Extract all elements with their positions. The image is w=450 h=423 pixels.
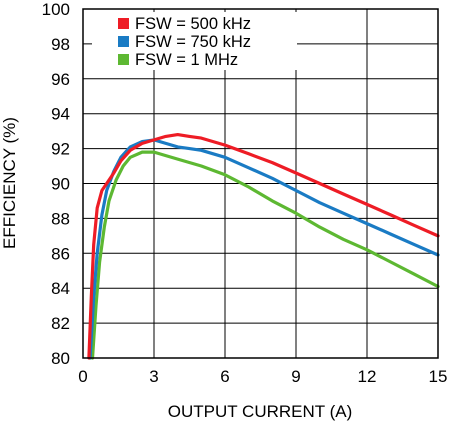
legend-label: FSW = 1 MHz <box>135 51 238 69</box>
series-line <box>87 133 440 360</box>
y-tick-label: 86 <box>51 244 70 263</box>
y-axis-title: EFFICIENCY (%) <box>0 117 19 249</box>
plot-frame <box>82 8 439 359</box>
y-tick-labels: 80 82 84 86 88 90 92 94 96 98 100 <box>42 0 70 368</box>
legend-label: FSW = 500 kHz <box>135 15 251 33</box>
y-tick-label: 90 <box>51 175 70 194</box>
series-line <box>90 150 440 360</box>
x-tick-label: 0 <box>78 367 87 386</box>
y-tick-label: 96 <box>51 70 70 89</box>
x-axis-title: OUTPUT CURRENT (A) <box>168 402 353 421</box>
y-tick-label: 100 <box>42 0 70 19</box>
x-tick-label: 12 <box>358 367 377 386</box>
series-line <box>88 138 440 360</box>
series-lines <box>87 133 440 360</box>
legend-swatch <box>118 18 129 29</box>
y-tick-label: 84 <box>51 279 70 298</box>
legend-label: FSW = 750 kHz <box>135 33 251 51</box>
x-tick-label: 15 <box>429 367 448 386</box>
x-tick-label: 6 <box>220 367 229 386</box>
x-tick-labels: 0 3 6 9 12 15 <box>78 367 447 386</box>
x-tick-label: 9 <box>291 367 300 386</box>
y-tick-label: 80 <box>51 349 70 368</box>
y-tick-label: 92 <box>51 140 70 159</box>
legend-swatch <box>118 54 129 65</box>
x-tick-label: 3 <box>149 367 158 386</box>
y-tick-label: 94 <box>51 105 70 124</box>
legend-swatch <box>118 36 129 47</box>
y-tick-label: 88 <box>51 209 70 228</box>
y-tick-label: 98 <box>51 35 70 54</box>
y-tick-label: 82 <box>51 314 70 333</box>
